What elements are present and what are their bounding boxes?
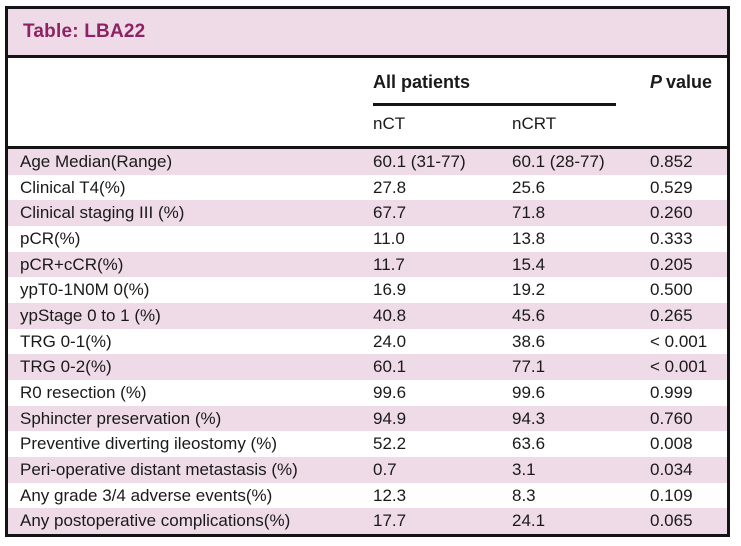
nct-value: 27.8 — [373, 177, 407, 197]
ncrt-value: 63.6 — [512, 434, 546, 454]
nct-value: 40.8 — [373, 305, 407, 325]
table-row: pCR(%) 11.0 13.8 0.333 — [8, 226, 727, 252]
nct-value: 67.7 — [373, 203, 407, 223]
row-label: TRG 0-1(%) — [20, 331, 112, 351]
nct-value: 60.1 (31-77) — [373, 151, 466, 171]
table-row: TRG 0-1(%) 24.0 38.6 < 0.001 — [8, 328, 727, 355]
row-label: TRG 0-2(%) — [20, 357, 112, 377]
nct-value: 17.7 — [373, 511, 407, 531]
ncrt-value: 45.6 — [512, 305, 546, 325]
ncrt-value: 3.1 — [512, 459, 536, 479]
ncrt-value: 24.1 — [512, 511, 546, 531]
ncrt-value: 19.2 — [512, 280, 546, 300]
nct-value: 60.1 — [373, 357, 407, 377]
p-value: 0.999 — [650, 382, 693, 402]
row-label: pCR(%) — [20, 228, 81, 248]
table-row: Peri-operative distant metastasis (%) 0.… — [8, 457, 727, 483]
row-label: Preventive diverting ileostomy (%) — [20, 434, 277, 454]
nct-value: 0.7 — [373, 459, 397, 479]
row-label: Peri-operative distant metastasis (%) — [20, 459, 298, 479]
p-value: 0.500 — [650, 280, 693, 300]
p-value: 0.760 — [650, 408, 693, 428]
ncrt-value: 13.8 — [512, 228, 546, 248]
table-row: Clinical staging III (%) 67.7 71.8 0.260 — [8, 200, 727, 227]
ncrt-value: 8.3 — [512, 485, 536, 505]
table-row: Clinical T4(%) 27.8 25.6 0.529 — [8, 174, 727, 201]
p-value: 0.008 — [650, 434, 693, 454]
p-value: < 0.001 — [650, 357, 708, 377]
p-value: 0.333 — [650, 228, 693, 248]
column-header-ncrt: nCRT — [512, 114, 557, 133]
ncrt-value: 15.4 — [512, 254, 546, 274]
row-label: Age Median(Range) — [20, 151, 173, 171]
nct-value: 11.0 — [373, 228, 405, 248]
nct-value: 16.9 — [373, 280, 407, 300]
p-value-header-rest: value — [666, 72, 713, 92]
row-label: R0 resection (%) — [20, 382, 147, 402]
column-group-header-all-patients: All patients — [373, 72, 471, 92]
table-row: ypT0-1N0M 0(%) 16.9 19.2 0.500 — [8, 277, 727, 304]
nct-value: 52.2 — [373, 434, 407, 454]
table-row: Preventive diverting ileostomy (%) 52.2 … — [8, 431, 727, 458]
table-row: Any grade 3/4 adverse events(%) 12.3 8.3… — [8, 482, 727, 509]
row-label: Sphincter preservation (%) — [20, 408, 222, 428]
ncrt-value: 99.6 — [512, 382, 546, 402]
table-row: TRG 0-2(%) 60.1 77.1 < 0.001 — [8, 354, 727, 381]
nct-value: 24.0 — [373, 331, 407, 351]
ncrt-value: 25.6 — [512, 177, 546, 197]
table-row: Any postoperative complications(%) 17.7 … — [8, 508, 727, 535]
row-label: ypT0-1N0M 0(%) — [20, 280, 150, 300]
row-label: ypStage 0 to 1 (%) — [20, 305, 161, 325]
table-title-bar: Table: LBA22 — [8, 9, 727, 58]
table-body: Age Median(Range) 60.1 (31-77) 60.1 (28-… — [8, 149, 727, 535]
ncrt-value: 77.1 — [512, 357, 546, 377]
row-label: Clinical staging III (%) — [20, 203, 185, 223]
p-value: < 0.001 — [650, 331, 708, 351]
table-row: Sphincter preservation (%) 94.9 94.3 0.7… — [8, 405, 727, 432]
p-value: 0.109 — [650, 485, 693, 505]
nct-value: 94.9 — [373, 408, 407, 428]
row-label: pCR+cCR(%) — [20, 254, 124, 274]
table-row: pCR+cCR(%) 11.7 15.4 0.205 — [8, 251, 727, 278]
ncrt-value: 60.1 (28-77) — [512, 151, 605, 171]
row-label: Any grade 3/4 adverse events(%) — [20, 485, 273, 505]
table-row: ypStage 0 to 1 (%) 40.8 45.6 0.265 — [8, 303, 727, 329]
ncrt-value: 38.6 — [512, 331, 546, 351]
nct-value: 12.3 — [373, 485, 407, 505]
p-value: 0.065 — [650, 511, 693, 531]
p-value: 0.260 — [650, 203, 693, 223]
p-value: 0.852 — [650, 151, 693, 171]
p-value: 0.529 — [650, 177, 693, 197]
column-header-nct: nCT — [373, 114, 406, 133]
nct-value: 11.7 — [373, 254, 405, 274]
ncrt-value: 94.3 — [512, 408, 546, 428]
column-group-underline — [373, 103, 616, 106]
ncrt-value: 71.8 — [512, 203, 546, 223]
p-value: 0.205 — [650, 254, 693, 274]
table-row: R0 resection (%) 99.6 99.6 0.999 — [8, 380, 727, 406]
p-value: 0.034 — [650, 459, 693, 479]
row-label: Clinical T4(%) — [20, 177, 126, 197]
p-value-header-italic-p: P — [650, 72, 663, 92]
nct-value: 99.6 — [373, 382, 407, 402]
table-title: Table: LBA22 — [23, 21, 146, 42]
table-row: Age Median(Range) 60.1 (31-77) 60.1 (28-… — [8, 149, 727, 175]
row-label: Any postoperative complications(%) — [20, 511, 291, 531]
p-value: 0.265 — [650, 305, 693, 325]
